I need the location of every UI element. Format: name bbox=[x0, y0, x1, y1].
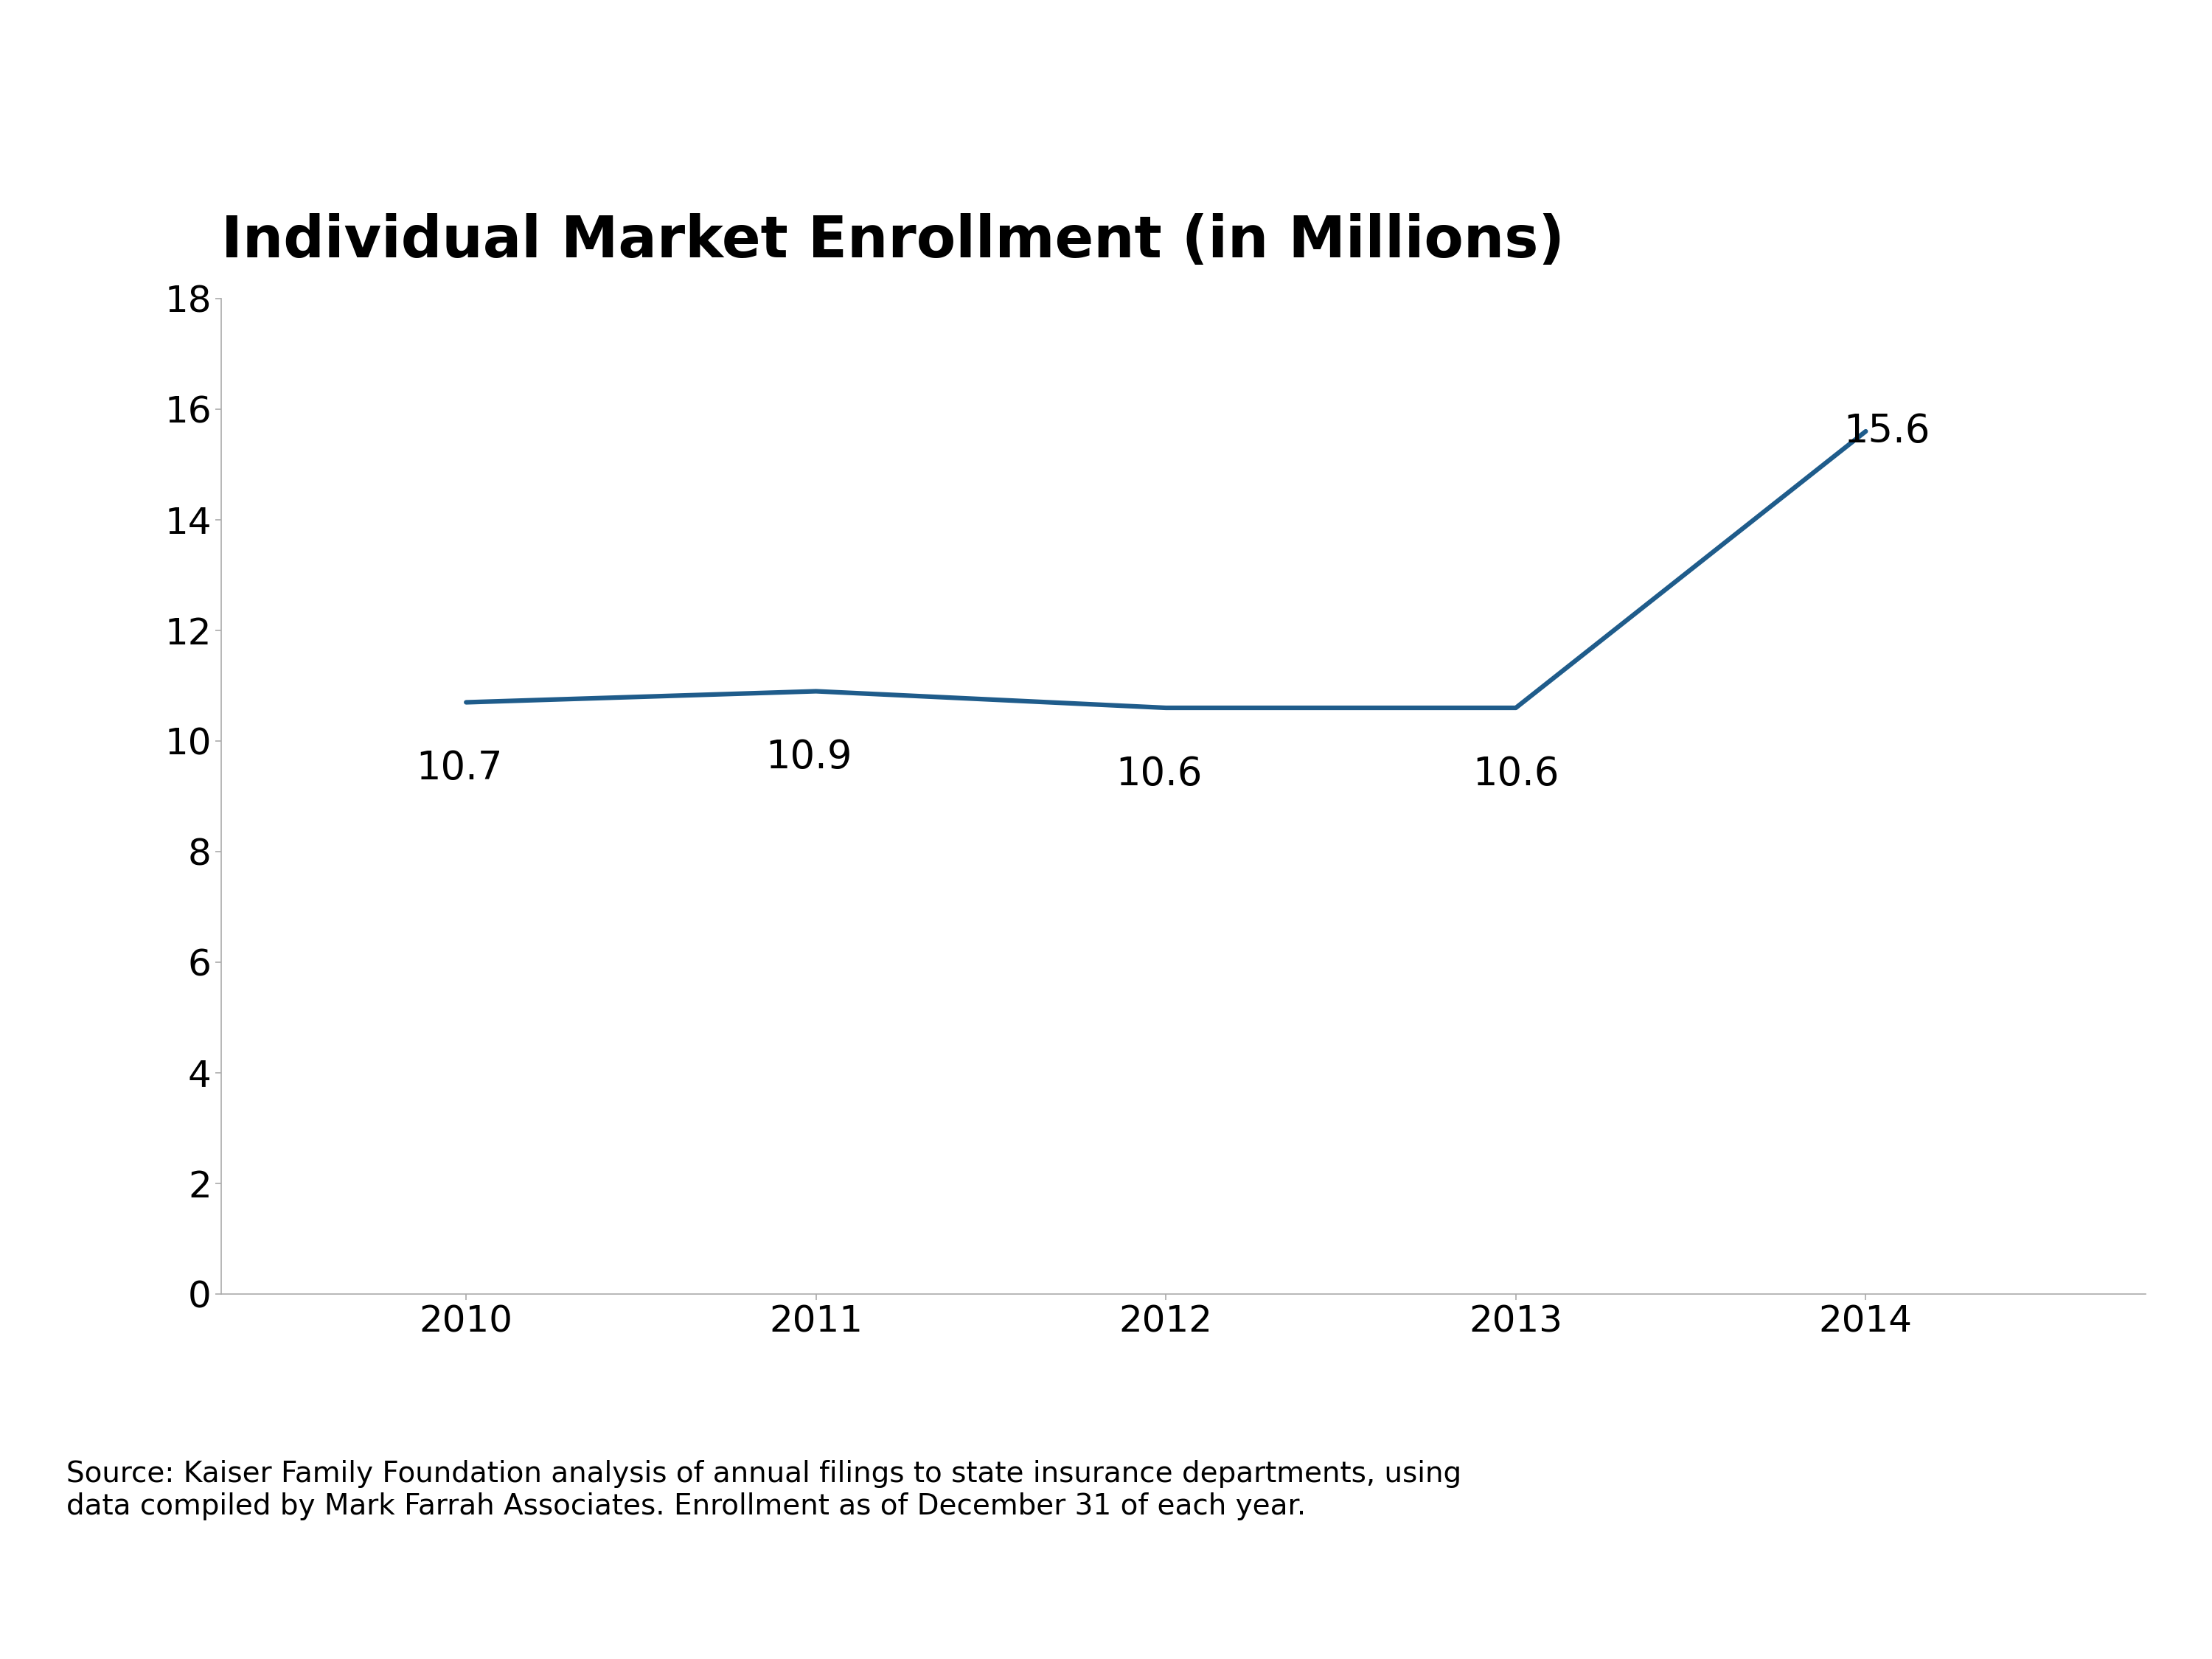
Text: FOUNDATION: FOUNDATION bbox=[1920, 1576, 2028, 1591]
Text: THE HENRY J.: THE HENRY J. bbox=[1920, 1453, 2028, 1468]
Text: KAISER: KAISER bbox=[1933, 1493, 2015, 1513]
Text: 15.6: 15.6 bbox=[1843, 411, 1931, 450]
Text: Individual Market Enrollment (in Millions): Individual Market Enrollment (in Million… bbox=[221, 214, 1564, 269]
Text: 10.6: 10.6 bbox=[1115, 755, 1203, 793]
Text: 10.6: 10.6 bbox=[1473, 755, 1559, 793]
Text: 10.9: 10.9 bbox=[765, 738, 852, 776]
Text: 10.7: 10.7 bbox=[416, 750, 502, 788]
Text: FAMILY: FAMILY bbox=[1947, 1538, 2002, 1553]
Text: Source: Kaiser Family Foundation analysis of annual filings to state insurance d: Source: Kaiser Family Foundation analysi… bbox=[66, 1460, 1462, 1520]
